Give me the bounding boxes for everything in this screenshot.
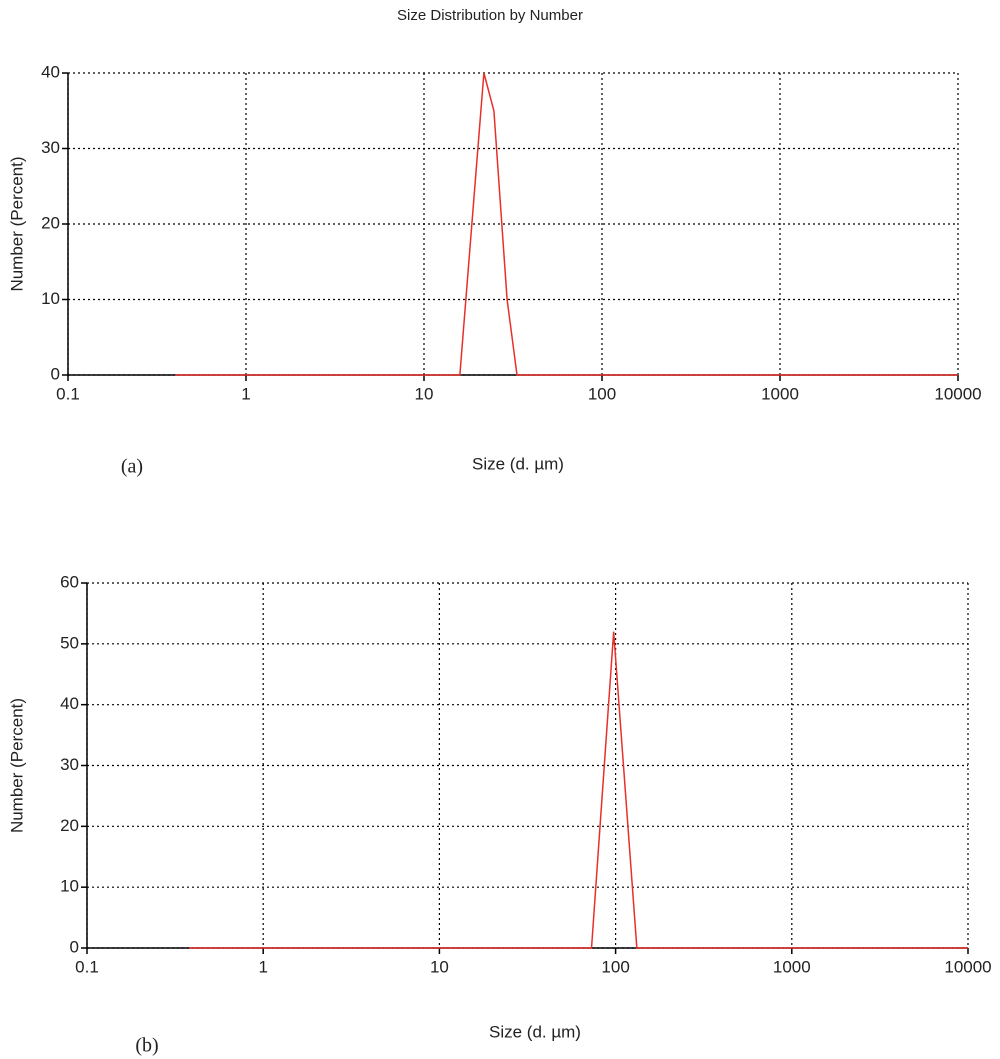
x-tick-label: 10000 [944,957,991,976]
y-tick-label: 50 [60,633,79,652]
y-tick-label: 20 [41,213,60,232]
panel-label: (a) [121,456,143,478]
x-axis-label: Size (d. µm) [489,1022,581,1041]
x-tick-label: 1000 [773,957,811,976]
x-tick-label: 100 [601,957,629,976]
y-tick-label: 40 [41,62,60,81]
y-tick-label: 10 [60,877,79,896]
x-tick-label: 10 [415,384,434,403]
y-tick-label: 0 [51,364,60,383]
y-tick-label: 40 [60,694,79,713]
x-tick-label: 1000 [761,384,799,403]
y-tick-label: 30 [41,138,60,157]
y-tick-label: 60 [60,572,79,591]
x-axis-label: Size (d. µm) [472,454,564,473]
x-tick-label: 0.1 [56,384,80,403]
x-tick-label: 1 [258,957,267,976]
y-axis-label: Number (Percent) [7,156,26,291]
data-line [189,631,968,949]
y-tick-label: 30 [60,755,79,774]
x-tick-label: 100 [588,384,616,403]
y-tick-label: 20 [60,816,79,835]
y-axis-label: Number (Percent) [7,698,26,833]
data-line [175,72,958,376]
x-tick-label: 10 [430,957,449,976]
x-tick-label: 0.1 [75,957,99,976]
chart-title: Size Distribution by Number [397,7,583,24]
y-tick-label: 0 [70,937,79,956]
x-tick-label: 1 [241,384,250,403]
y-tick-label: 10 [41,289,60,308]
panel-label: (b) [135,1035,158,1057]
x-tick-label: 10000 [934,384,981,403]
